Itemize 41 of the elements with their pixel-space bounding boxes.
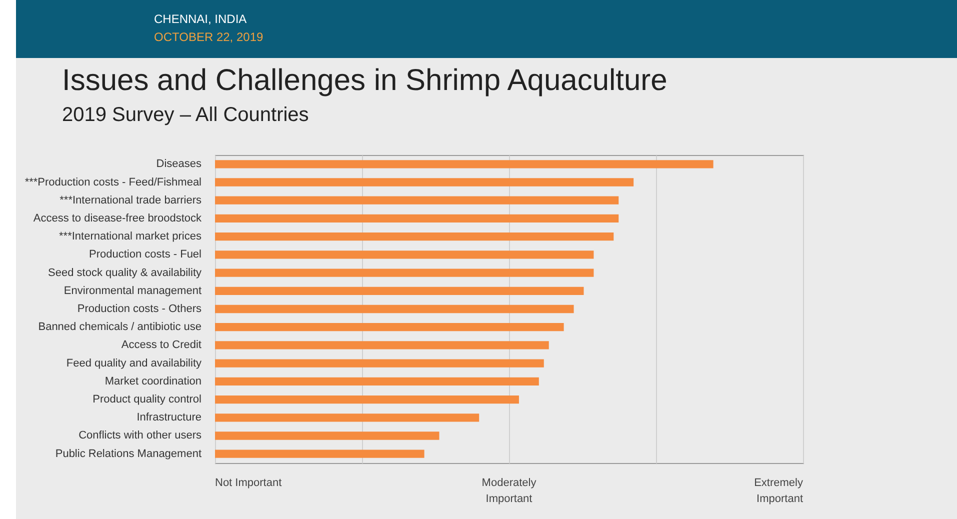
y-tick-label: Environmental management xyxy=(64,284,202,297)
bar xyxy=(215,160,714,168)
y-tick-label: Product quality control xyxy=(92,394,202,406)
text: CHENNAI, INDIA xyxy=(154,12,247,26)
y-tick-label: Production costs - Others xyxy=(77,303,202,315)
bar xyxy=(215,232,614,241)
y-tick-label: Seed stock quality & availability xyxy=(48,266,202,279)
bar xyxy=(215,432,440,440)
bar xyxy=(215,268,594,277)
bar xyxy=(215,286,584,295)
y-tick-label: ***International market prices xyxy=(59,230,202,243)
chart-subtitle: 2019 Survey – All Countries xyxy=(62,104,309,127)
bar xyxy=(215,450,424,458)
bar xyxy=(215,359,544,368)
text: Moderately Important xyxy=(482,477,537,505)
bar xyxy=(215,196,619,204)
text: OCTOBER 22, 2019 xyxy=(154,30,264,44)
bar xyxy=(215,395,519,404)
y-tick-label: Access to Credit xyxy=(121,339,202,352)
y-tick-label: ***International trade barriers xyxy=(60,194,202,206)
bar xyxy=(215,304,574,314)
text: Not Important xyxy=(215,477,282,489)
bar xyxy=(215,178,634,186)
y-tick-label: Infrastructure xyxy=(136,412,202,424)
bar xyxy=(215,250,594,259)
bar xyxy=(215,214,619,223)
y-tick-label: Feed quality and availability xyxy=(66,357,202,370)
y-tick-label: Diseases xyxy=(156,158,202,170)
bar xyxy=(215,323,564,332)
bar xyxy=(215,414,480,422)
y-tick-label: Public Relations Management xyxy=(55,448,202,460)
bar xyxy=(215,377,539,386)
y-tick-label: Conflicts with other users xyxy=(78,430,202,442)
y-tick-label: ***Production costs - Feed/Fishmeal xyxy=(24,176,202,188)
chart-title: Issues and Challenges in Shrimp Aquaculture xyxy=(62,64,668,98)
y-tick-label: Market coordination xyxy=(104,375,202,388)
y-tick-label: Access to disease-free broodstock xyxy=(33,212,202,224)
bar xyxy=(215,341,549,350)
text: Extremely Important xyxy=(754,477,804,505)
y-tick-label: Banned chemicals / antibiotic use xyxy=(38,321,202,334)
y-tick-label: Production costs - Fuel xyxy=(89,248,202,261)
